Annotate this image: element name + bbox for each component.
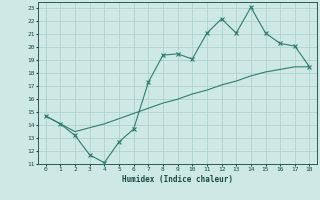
X-axis label: Humidex (Indice chaleur): Humidex (Indice chaleur) xyxy=(122,175,233,184)
